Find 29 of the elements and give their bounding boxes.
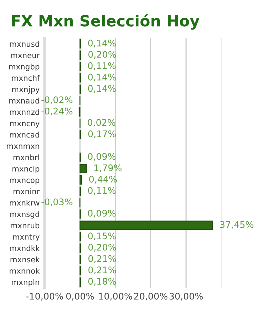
data-label: -0,02% [42,96,73,104]
data-label: 0,44% [89,176,118,184]
data-label: 0,20% [88,244,116,252]
data-label: 0,02% [88,119,116,128]
x-tick-label: 10,00% [99,293,132,301]
data-label: 0,15% [88,232,116,240]
data-label: 0,14% [88,40,116,48]
data-label: 37,45% [220,221,254,230]
data-label: 0,11% [88,187,116,196]
data-label: 0,09% [88,153,116,162]
data-label: 0,14% [88,74,116,82]
data-label: 0,14% [88,85,116,93]
data-label: 0,17% [88,130,116,138]
data-label: -0,03% [42,198,73,206]
bar [80,220,214,230]
x-tick-label: -10,00% [26,293,64,301]
x-tick-label: 0,00% [66,293,94,301]
data-label: 0,20% [88,51,116,59]
data-label: 0,21% [88,266,116,275]
data-label: 0,11% [88,62,116,70]
data-label: 0,09% [88,210,116,218]
data-label: 0,18% [88,278,116,286]
data-label: 1,79% [94,164,122,172]
x-tick-label: 30,00% [170,293,204,301]
x-tick-label: 20,00% [134,293,168,301]
data-label: 0,21% [88,255,116,264]
bar [80,164,87,174]
chart-title: FX Mxn Selección Hoy [12,14,200,30]
data-label: -0,24% [42,108,73,116]
